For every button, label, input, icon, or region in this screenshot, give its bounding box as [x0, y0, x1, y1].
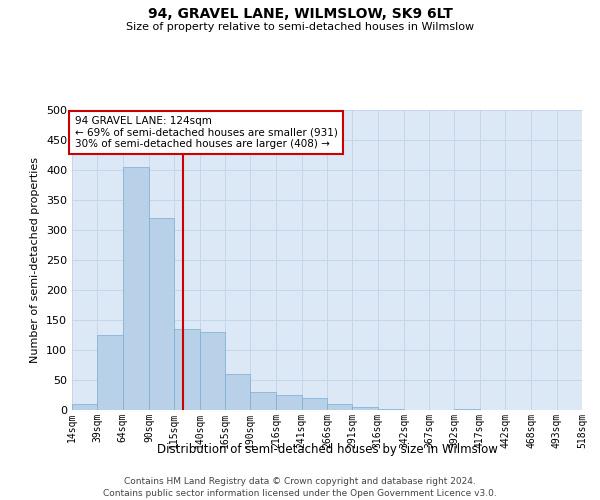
Text: 94 GRAVEL LANE: 124sqm
← 69% of semi-detached houses are smaller (931)
30% of se: 94 GRAVEL LANE: 124sqm ← 69% of semi-det… — [74, 116, 337, 149]
Bar — [277, 395, 302, 410]
Text: Contains public sector information licensed under the Open Government Licence v3: Contains public sector information licen… — [103, 489, 497, 498]
Y-axis label: Number of semi-detached properties: Number of semi-detached properties — [31, 157, 40, 363]
Text: Contains HM Land Registry data © Crown copyright and database right 2024.: Contains HM Land Registry data © Crown c… — [124, 478, 476, 486]
Bar — [225, 374, 250, 410]
Text: 94, GRAVEL LANE, WILMSLOW, SK9 6LT: 94, GRAVEL LANE, WILMSLOW, SK9 6LT — [148, 8, 452, 22]
Bar — [352, 407, 377, 410]
Text: Distribution of semi-detached houses by size in Wilmslow: Distribution of semi-detached houses by … — [157, 442, 497, 456]
Bar — [327, 404, 352, 410]
Bar — [302, 398, 327, 410]
Bar — [97, 335, 122, 410]
Text: Size of property relative to semi-detached houses in Wilmslow: Size of property relative to semi-detach… — [126, 22, 474, 32]
Bar — [199, 332, 225, 410]
Bar — [174, 329, 199, 410]
Bar — [122, 167, 149, 410]
Bar — [72, 404, 97, 410]
Bar — [149, 218, 174, 410]
Bar — [250, 392, 277, 410]
